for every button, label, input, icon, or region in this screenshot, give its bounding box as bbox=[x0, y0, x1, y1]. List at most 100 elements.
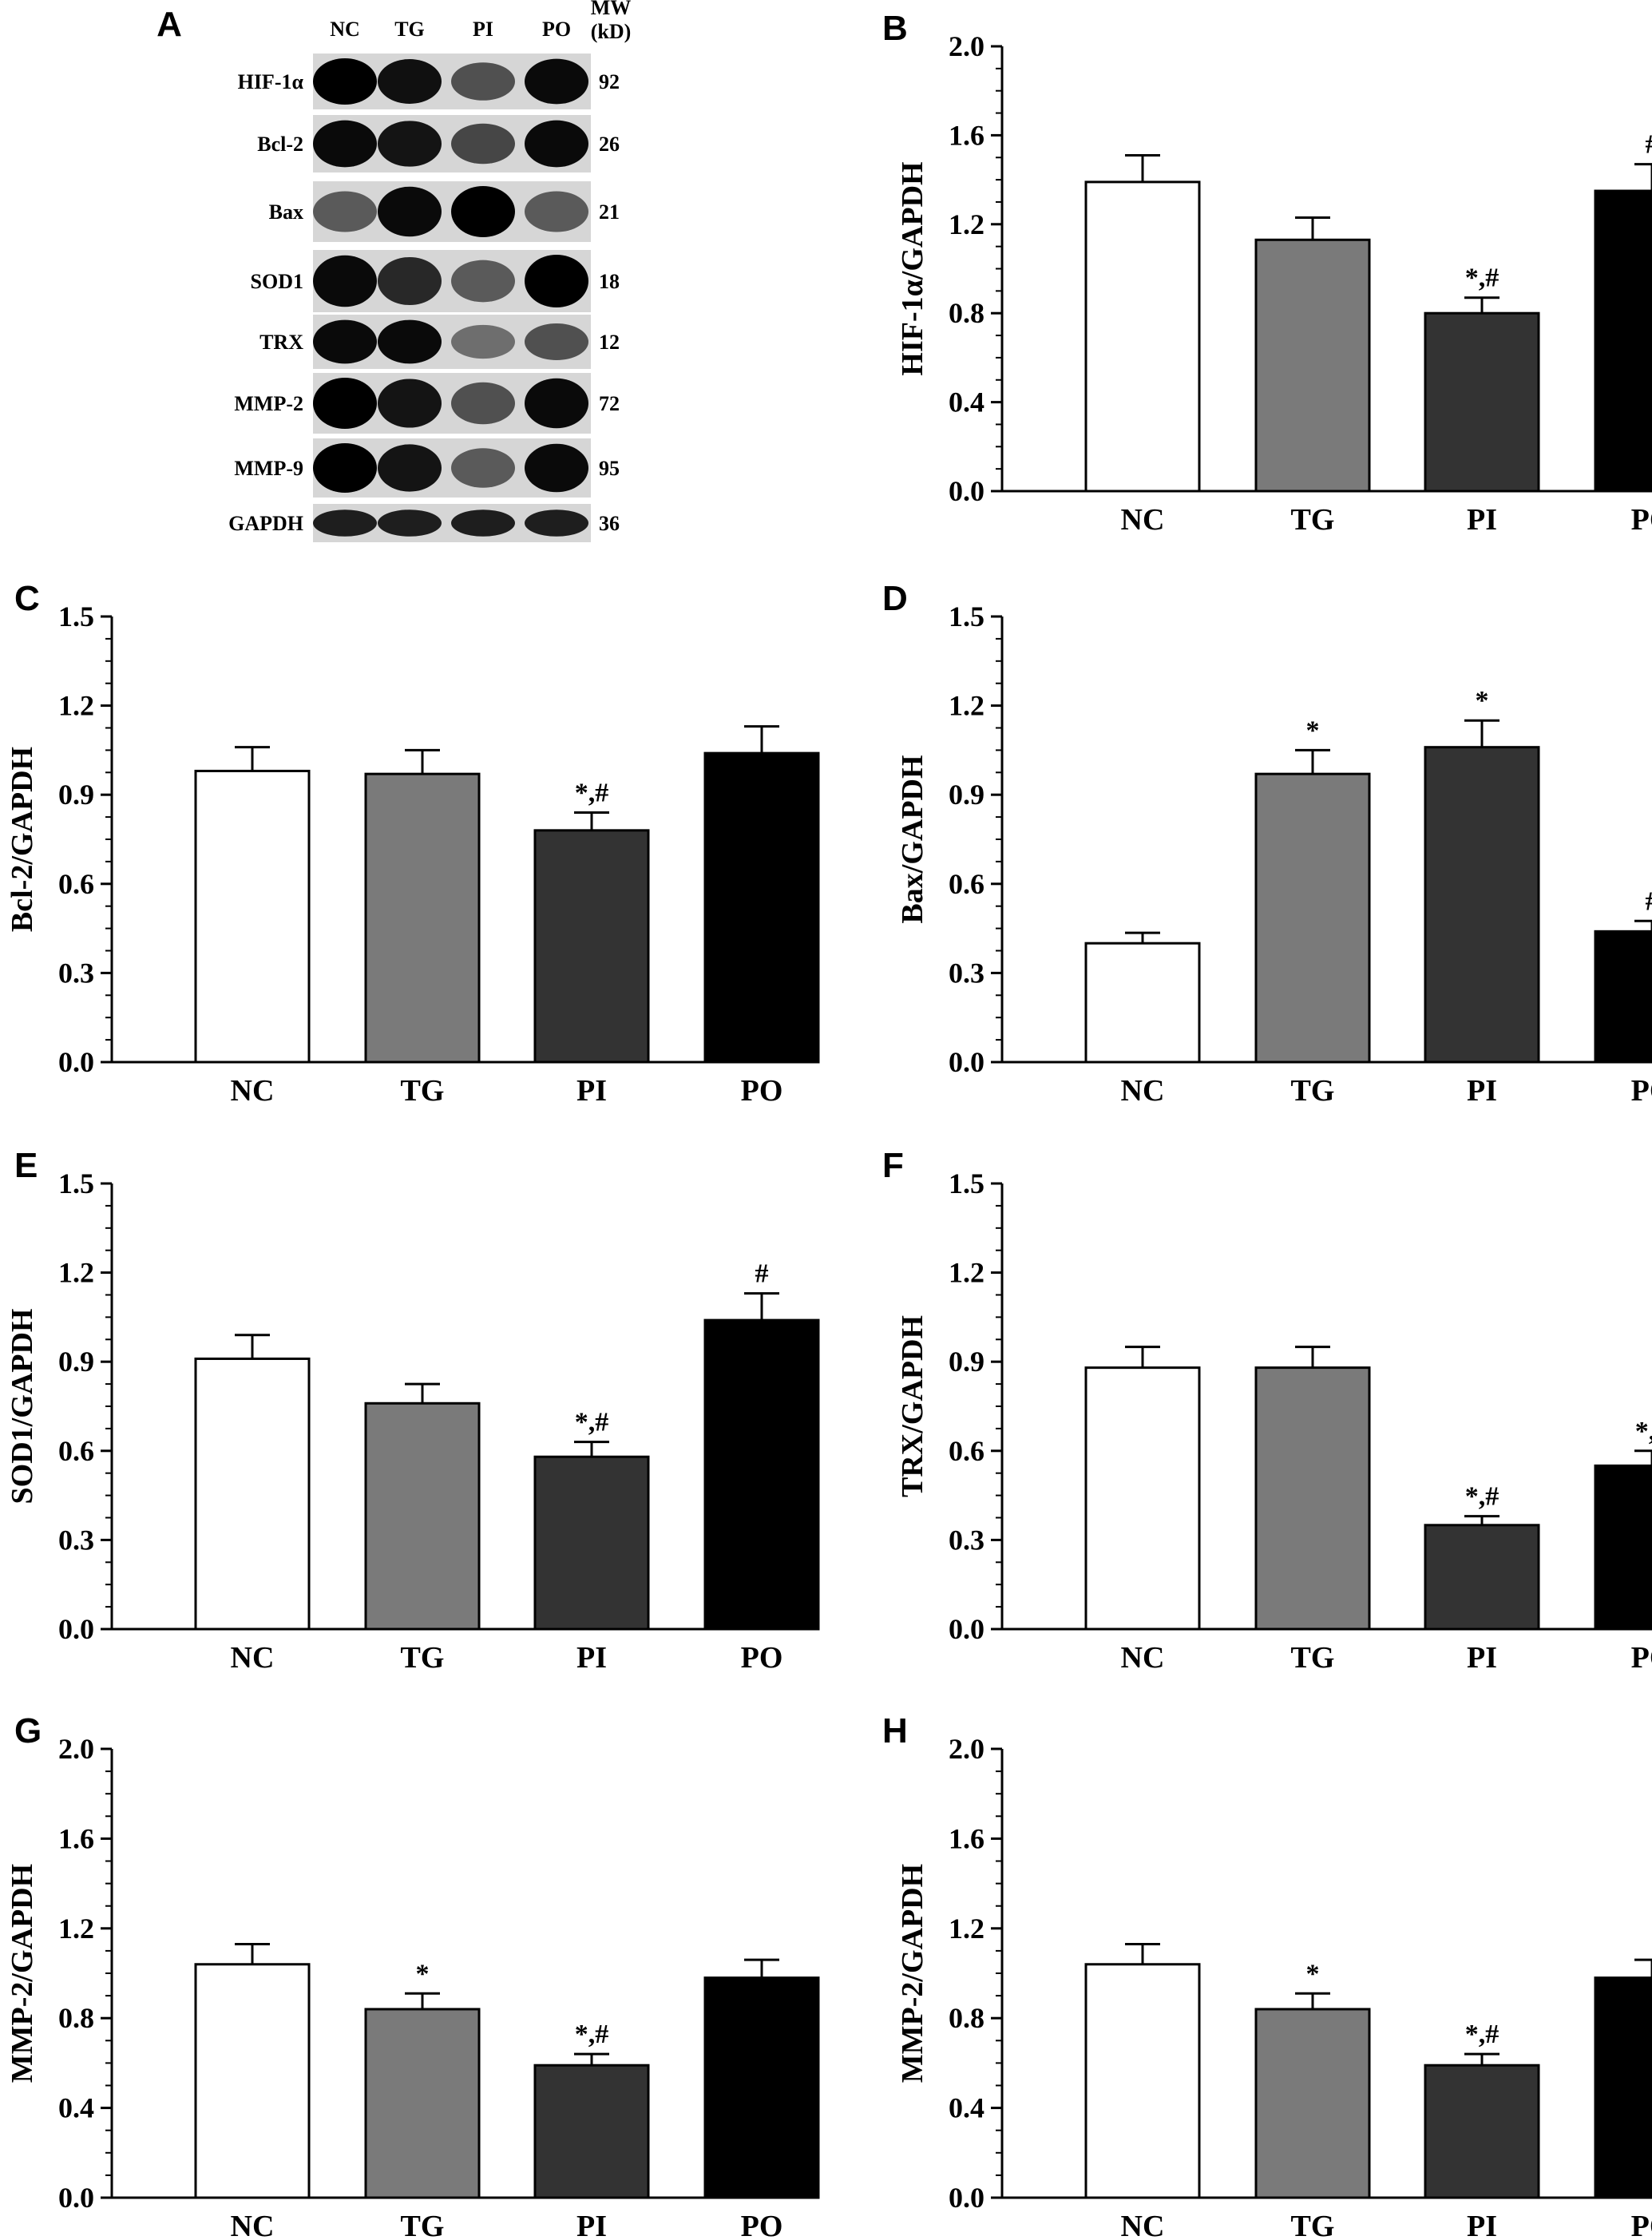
blot-band bbox=[525, 255, 588, 307]
blot-row-sod1: SOD1 18 bbox=[251, 250, 620, 312]
significance-mark: * bbox=[1306, 716, 1320, 745]
y-tick-label: 1.5 bbox=[58, 1168, 94, 1199]
y-tick-label: 0.9 bbox=[949, 779, 984, 811]
y-tick-label: 0.8 bbox=[949, 2002, 984, 2034]
x-category-label: NC bbox=[1121, 503, 1165, 537]
x-category-label: NC bbox=[231, 2210, 275, 2240]
bar bbox=[364, 772, 481, 1064]
panel-letter-d: D bbox=[882, 579, 908, 618]
y-tick-label: 0.4 bbox=[949, 387, 984, 418]
bar bbox=[1084, 942, 1201, 1064]
blot-band bbox=[313, 255, 377, 307]
y-tick-label: 0.3 bbox=[58, 1524, 94, 1556]
bar bbox=[1254, 2008, 1371, 2199]
mw-value: 21 bbox=[599, 200, 620, 224]
y-tick-label: 0.0 bbox=[949, 1613, 984, 1645]
x-category-label: TG bbox=[1291, 503, 1335, 537]
protein-label: Bcl-2 bbox=[257, 133, 303, 156]
blot-band bbox=[313, 191, 377, 232]
significance-mark: *,# bbox=[575, 779, 609, 808]
y-tick-label: 0.3 bbox=[949, 957, 984, 989]
significance-mark: * bbox=[416, 1959, 430, 1988]
bar-group-pi: *,# PI bbox=[1424, 1482, 1540, 1675]
blot-band bbox=[451, 382, 515, 425]
y-tick-label: 0.0 bbox=[58, 1613, 94, 1645]
x-category-label: NC bbox=[1121, 1641, 1165, 1675]
y-tick-label: 1.5 bbox=[58, 601, 94, 632]
blot-band bbox=[525, 58, 588, 105]
x-category-label: PO bbox=[1631, 1074, 1652, 1108]
blot-row-gapdh: GAPDH 36 bbox=[228, 504, 620, 542]
bar bbox=[1594, 1464, 1652, 1631]
y-axis-label: SOD1/GAPDH bbox=[6, 1309, 39, 1505]
panel-letter-e: E bbox=[14, 1146, 38, 1185]
blot-band bbox=[451, 509, 515, 537]
bar-group-nc: NC bbox=[1084, 1346, 1201, 1675]
bar-group-nc: NC bbox=[194, 746, 311, 1108]
bar bbox=[533, 829, 650, 1064]
bar bbox=[1424, 311, 1540, 493]
blot-band bbox=[525, 323, 588, 360]
bar bbox=[194, 769, 311, 1064]
blot-row-hif-1-: HIF-1α 92 bbox=[238, 54, 620, 109]
y-tick-label: 0.9 bbox=[58, 779, 94, 811]
bar bbox=[1594, 1976, 1652, 2199]
blot-band bbox=[378, 256, 442, 306]
y-tick-label: 1.2 bbox=[58, 1257, 94, 1289]
y-tick-label: 0.8 bbox=[949, 297, 984, 329]
y-tick-label: 0.6 bbox=[949, 868, 984, 900]
x-category-label: TG bbox=[1291, 2210, 1335, 2240]
protein-label: MMP-2 bbox=[234, 392, 303, 415]
blot-band bbox=[378, 59, 442, 104]
y-tick-label: 1.2 bbox=[949, 690, 984, 722]
x-category-label: PI bbox=[1467, 503, 1497, 537]
x-category-label: NC bbox=[231, 1641, 275, 1675]
bar-group-nc: NC bbox=[194, 1334, 311, 1675]
bar bbox=[1594, 189, 1652, 493]
x-category-label: TG bbox=[401, 1074, 445, 1108]
panel-letter-a: A bbox=[156, 5, 182, 44]
blot-band bbox=[451, 260, 515, 303]
bar bbox=[1084, 180, 1201, 493]
bar-group-pi: *,# PI bbox=[533, 1408, 650, 1675]
panel-letter-g: G bbox=[14, 1711, 42, 1750]
bar-group-tg: * TG bbox=[1254, 716, 1371, 1108]
lane-label-pi: PI bbox=[473, 18, 493, 41]
blot-band bbox=[313, 378, 377, 429]
bar bbox=[1254, 1366, 1371, 1631]
x-category-label: PI bbox=[576, 2210, 607, 2240]
protein-label: GAPDH bbox=[228, 512, 303, 535]
bar-group-pi: *,# PI bbox=[533, 779, 650, 1108]
blot-row-mmp-2: MMP-2 72 bbox=[234, 373, 620, 434]
bar bbox=[533, 2064, 650, 2199]
bar-group-po: PO bbox=[703, 1958, 820, 2240]
y-tick-label: 0.0 bbox=[949, 1046, 984, 1078]
y-tick-label: 1.6 bbox=[58, 1822, 94, 1854]
protein-label: HIF-1α bbox=[238, 70, 304, 93]
y-tick-label: 0.9 bbox=[949, 1346, 984, 1378]
x-category-label: TG bbox=[401, 1641, 445, 1675]
significance-mark: *,# bbox=[1465, 1482, 1499, 1512]
blot-band bbox=[313, 509, 377, 537]
bar-group-pi: *,# PI bbox=[1424, 264, 1540, 537]
y-tick-label: 0.3 bbox=[58, 957, 94, 989]
protein-label: MMP-9 bbox=[234, 457, 303, 480]
mw-value: 12 bbox=[599, 331, 620, 354]
bar-group-pi: * PI bbox=[1424, 686, 1540, 1108]
y-tick-label: 2.0 bbox=[949, 1733, 984, 1765]
y-tick-label: 0.3 bbox=[949, 1524, 984, 1556]
panel-letter-f: F bbox=[882, 1146, 904, 1185]
blot-band bbox=[378, 186, 442, 237]
chart-panel-d: D 0.0 0.3 0.6 0.9 1.2 1.5 Bax/GAPDH NC * TG * PI # PO bbox=[882, 579, 1652, 1108]
significance-mark: # bbox=[755, 1259, 769, 1289]
protein-label: SOD1 bbox=[251, 270, 303, 293]
blot-band bbox=[378, 379, 442, 428]
mw-unit: (kD) bbox=[591, 20, 632, 43]
bar-group-tg: TG bbox=[1254, 216, 1371, 537]
bar bbox=[364, 1401, 481, 1631]
chart-panel-b: B 0.0 0.4 0.8 1.2 1.6 2.0 HIF-1α/GAPDH NC TG *,# PI… bbox=[882, 9, 1652, 537]
blot-row-trx: TRX 12 bbox=[259, 315, 620, 369]
x-category-label: NC bbox=[231, 1074, 275, 1108]
mw-value: 72 bbox=[599, 392, 620, 415]
